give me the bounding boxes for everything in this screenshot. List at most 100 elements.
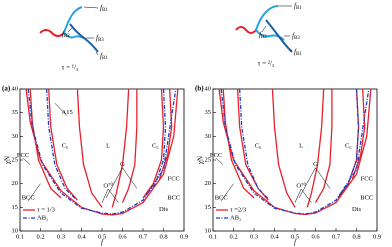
y-tick-label: 15 bbox=[12, 204, 19, 211]
boundary-line bbox=[121, 89, 138, 203]
y-tick-label: 35 bbox=[12, 109, 19, 116]
annotation-arrow bbox=[105, 167, 123, 198]
sub-label: fB2 bbox=[259, 31, 267, 41]
boundary-line bbox=[222, 88, 255, 199]
label-main: f bbox=[100, 4, 103, 12]
phase-label: FCC bbox=[210, 152, 222, 159]
label-main: f bbox=[294, 2, 297, 10]
y-tick-label: 15 bbox=[205, 204, 212, 211]
label-sub: B3 bbox=[98, 38, 104, 43]
annotation-arrow bbox=[107, 188, 119, 203]
x-tick-label: 0.6 bbox=[311, 233, 320, 240]
boundary-line bbox=[29, 88, 62, 199]
phase-label: C₆ bbox=[62, 142, 69, 149]
boundary-line bbox=[46, 88, 76, 200]
panel: 0.1 0.2 0.3 0.4 0.5 0.6 0.7 0.8 0.9 10 15 20 25 30 35 4… bbox=[2, 85, 188, 247]
x-tick-label: 0.7 bbox=[332, 233, 341, 240]
boundary-line bbox=[25, 88, 179, 216]
phase-label: L bbox=[106, 142, 110, 149]
phase-label: FCC bbox=[17, 152, 29, 159]
pointer bbox=[95, 51, 99, 56]
x-tick-label: 0.1 bbox=[16, 233, 24, 240]
label-main: f bbox=[100, 52, 103, 60]
x-tick-label: 0.2 bbox=[229, 233, 237, 240]
tau-label: τ = ¹/₃ bbox=[62, 64, 79, 72]
phase-label: C₆ bbox=[345, 142, 352, 149]
label-sub: B2 bbox=[261, 35, 267, 40]
x-tick-label: 0.2 bbox=[36, 233, 44, 240]
y-tick-label: 25 bbox=[12, 156, 19, 163]
annotation-arrow bbox=[122, 167, 138, 189]
pointer bbox=[83, 6, 99, 9]
annotation-arrow bbox=[294, 188, 302, 203]
phase-label: BCC bbox=[360, 194, 373, 201]
a-block bbox=[39, 29, 65, 37]
phase-label: O⁷⁰ bbox=[103, 182, 113, 190]
pointer bbox=[289, 49, 293, 52]
label-sub: B3 bbox=[294, 36, 300, 41]
y-tick-label: 20 bbox=[12, 180, 19, 187]
boundary-line bbox=[48, 88, 78, 201]
pointer bbox=[67, 27, 73, 33]
label-sub: B1 bbox=[296, 52, 302, 57]
legend-label: AB₂ bbox=[37, 214, 48, 221]
sub-label: fB2 bbox=[62, 30, 70, 40]
x-tick-label: 0.6 bbox=[118, 233, 127, 240]
boundary-line bbox=[142, 88, 165, 199]
x-axis-label: f bbox=[101, 239, 104, 247]
sub-label: fB1 bbox=[294, 48, 302, 58]
y-tick-label: 20 bbox=[205, 180, 212, 187]
boundary-line bbox=[314, 89, 333, 203]
y-axis-label: χN bbox=[4, 156, 12, 164]
label-main: f bbox=[294, 48, 297, 56]
x-tick-label: 0.9 bbox=[180, 233, 188, 240]
boundary-line bbox=[111, 88, 130, 208]
a-block bbox=[235, 26, 257, 34]
panel-label: (b) bbox=[195, 85, 204, 93]
y-tick-label: 40 bbox=[205, 85, 212, 92]
label-sub: B2 bbox=[64, 34, 70, 39]
annotation-arrow bbox=[27, 183, 41, 202]
annotation-arrow bbox=[215, 158, 224, 165]
b-block bbox=[69, 23, 99, 53]
phase-label: G bbox=[313, 161, 318, 168]
schematic-2 bbox=[235, 5, 293, 53]
annotation-arrow bbox=[298, 167, 316, 198]
b-block bbox=[255, 5, 279, 31]
pointer bbox=[261, 25, 267, 33]
label-main: f bbox=[62, 30, 65, 38]
tau-label: τ = ²/₃ bbox=[258, 60, 275, 68]
annotation-arrow bbox=[22, 158, 31, 165]
label-main: f bbox=[96, 34, 99, 42]
sub-label: fB1 bbox=[100, 52, 108, 62]
x-tick-label: 0.3 bbox=[57, 233, 65, 240]
sub-label: fB3 bbox=[292, 32, 300, 42]
x-tick-label: 0.8 bbox=[352, 233, 360, 240]
panel-label: (a) bbox=[2, 85, 11, 93]
x-tick-label: 0.1 bbox=[209, 233, 217, 240]
phase-label: BCC bbox=[215, 194, 228, 201]
boundary-line bbox=[337, 88, 360, 197]
boundary-line bbox=[76, 88, 103, 208]
label-main: f bbox=[259, 31, 262, 39]
phase-label: C₆ bbox=[255, 142, 262, 149]
y-axis-label: χN bbox=[197, 156, 205, 164]
annotation-arrow bbox=[101, 188, 109, 203]
y-tick-label: 35 bbox=[205, 109, 212, 116]
x-tick-label: 0.8 bbox=[159, 233, 167, 240]
phase-label: BCC bbox=[167, 194, 180, 201]
phase-label: L bbox=[299, 142, 303, 149]
legend-label: AB₂ bbox=[230, 214, 241, 221]
boundary-line bbox=[144, 88, 167, 197]
b-block bbox=[265, 19, 293, 53]
phase-label: FCC bbox=[361, 175, 373, 182]
boundary-line bbox=[271, 88, 296, 208]
phase-label: C₆ bbox=[152, 142, 159, 149]
x-tick-label: 0.7 bbox=[139, 233, 148, 240]
x-tick-label: 0.5 bbox=[98, 233, 106, 240]
phase-label: O⁷⁰ bbox=[296, 182, 306, 190]
y-tick-label: 30 bbox=[205, 133, 212, 140]
sub-label: fB1 bbox=[100, 4, 108, 14]
x-tick-label: 0.4 bbox=[77, 233, 86, 240]
